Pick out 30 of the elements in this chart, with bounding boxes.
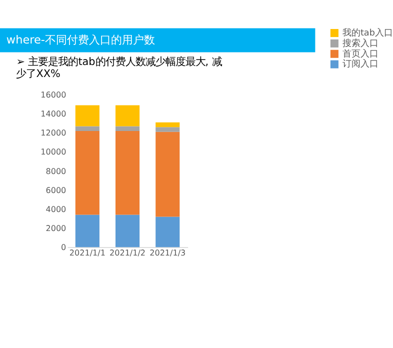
bar <box>115 105 140 126</box>
legend-label: 订阅入口 <box>342 58 378 70</box>
bar <box>115 126 140 131</box>
y-tick-label: 8000 <box>46 166 66 176</box>
bar <box>156 132 180 217</box>
text: ➢ 主要是我的tab的付费人数减少幅度最大, 减少了XX% <box>16 56 222 80</box>
y-tick-label: 16000 <box>40 90 66 100</box>
y-tick-label: 6000 <box>46 186 66 195</box>
legend-label: 搜索入口 <box>342 38 378 49</box>
bar <box>156 122 180 128</box>
bar <box>75 126 100 131</box>
bar <box>75 105 100 126</box>
bar <box>75 214 100 248</box>
bar <box>156 216 180 248</box>
chart-title: where-不同付费入口的用户数 <box>6 33 155 46</box>
bar <box>75 130 100 215</box>
y-tick-label: 2000 <box>46 224 66 233</box>
legend-label: 我的tab入口 <box>342 27 393 38</box>
bar <box>115 130 140 215</box>
legend-label: 首页入口 <box>342 48 378 60</box>
x-tick-label: 2021/1/2 <box>110 248 146 258</box>
y-tick-label: 4000 <box>46 204 66 214</box>
y-tick-label: 12000 <box>40 128 66 138</box>
x-tick-label: 2021/1/3 <box>150 248 186 258</box>
y-tick-label: 0 <box>61 242 66 252</box>
bar <box>115 214 140 248</box>
x-tick-label: 2021/1/1 <box>69 248 106 258</box>
y-tick-label: 14000 <box>40 110 66 119</box>
y-tick-label: 10000 <box>40 148 66 157</box>
bar <box>156 127 180 132</box>
